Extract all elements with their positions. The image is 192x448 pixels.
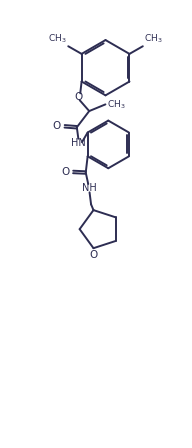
Text: O: O	[52, 121, 61, 131]
Text: CH$_3$: CH$_3$	[144, 32, 163, 45]
Text: HN: HN	[71, 138, 86, 147]
Text: O: O	[75, 92, 83, 102]
Text: CH$_3$: CH$_3$	[48, 32, 67, 45]
Text: CH$_3$: CH$_3$	[107, 98, 126, 111]
Text: O: O	[89, 250, 98, 260]
Text: O: O	[61, 167, 69, 177]
Text: NH: NH	[82, 183, 97, 193]
